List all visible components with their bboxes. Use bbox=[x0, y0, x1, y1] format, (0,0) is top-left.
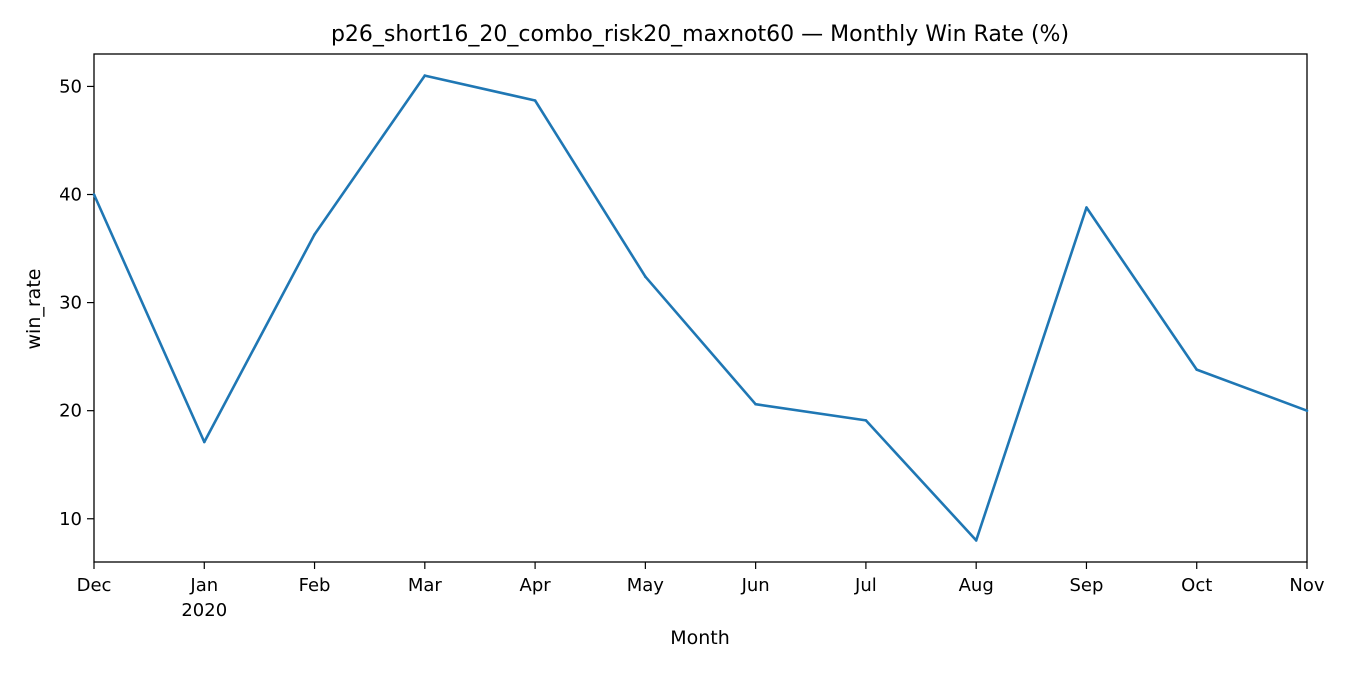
x-tick-label: May bbox=[627, 575, 665, 596]
x-tick-label: Dec bbox=[77, 575, 112, 596]
data-point bbox=[423, 74, 427, 77]
x-tick-label: Jun bbox=[741, 575, 770, 596]
data-point bbox=[644, 275, 647, 279]
data-point bbox=[754, 402, 757, 406]
y-tick-label: 30 bbox=[59, 293, 82, 314]
y-tick-label: 50 bbox=[59, 76, 82, 97]
y-axis: 10 20 30 40 50 bbox=[59, 76, 94, 530]
data-point bbox=[864, 419, 868, 422]
data-point bbox=[1085, 206, 1088, 209]
x-tick-label: Oct bbox=[1181, 575, 1212, 596]
data-point bbox=[92, 193, 96, 196]
data-point bbox=[1305, 409, 1309, 413]
x-tick-label: Jul bbox=[854, 575, 877, 596]
x-tick-label: Feb bbox=[299, 575, 331, 596]
x-axis: Dec Jan Feb Mar Apr May Jun Jul Aug Sep Oct Nov 2020 bbox=[77, 562, 1325, 621]
x-tick-label: Jan bbox=[189, 575, 218, 596]
y-tick-label: 40 bbox=[59, 185, 82, 206]
y-tick-label: 10 bbox=[59, 509, 82, 530]
data-point bbox=[1195, 368, 1198, 371]
data-point bbox=[533, 99, 537, 102]
x-tick-label: Sep bbox=[1069, 575, 1103, 596]
plot-area-frame bbox=[93, 53, 1308, 563]
x-tick-label: Aug bbox=[959, 575, 994, 596]
data-point bbox=[203, 440, 206, 444]
x-tick-label: Apr bbox=[520, 575, 552, 596]
chart-title: p26_short16_20_combo_risk20_maxnot60 — M… bbox=[331, 22, 1069, 47]
data-point bbox=[313, 233, 316, 236]
data-point bbox=[974, 539, 978, 542]
y-axis-label: win_rate bbox=[23, 269, 45, 350]
x-axis-label: Month bbox=[670, 627, 730, 649]
x-tick-year-label: 2020 bbox=[181, 600, 227, 621]
y-tick-label: 20 bbox=[59, 401, 82, 422]
x-tick-label: Nov bbox=[1289, 575, 1324, 596]
series-line bbox=[92, 74, 1308, 542]
x-tick-label: Mar bbox=[408, 575, 443, 596]
series-layer bbox=[92, 74, 1309, 542]
